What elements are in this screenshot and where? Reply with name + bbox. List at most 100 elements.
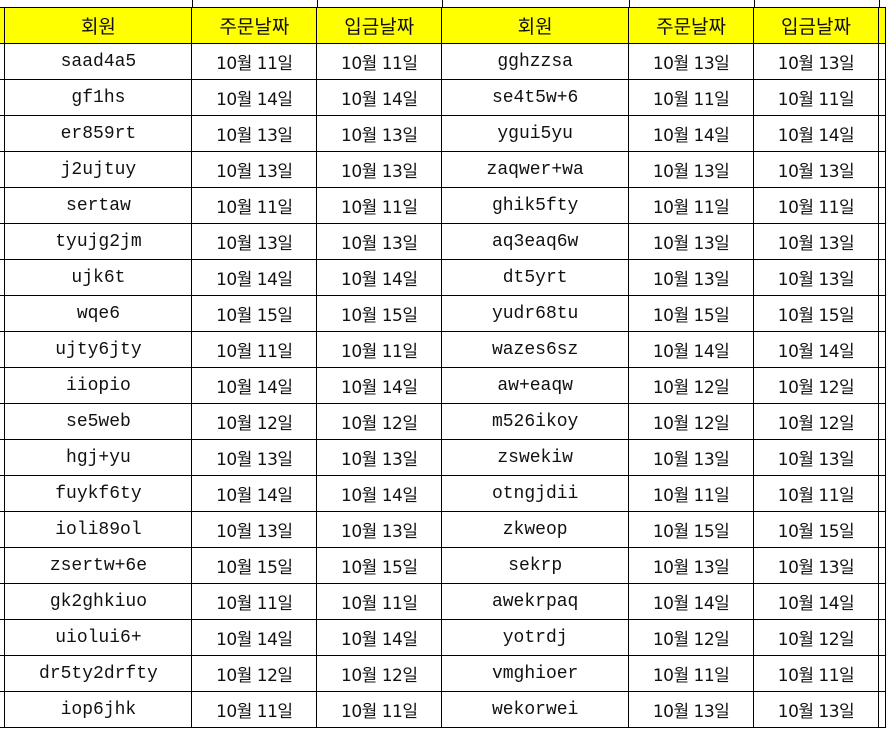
cell-edge-right[interactable] [877, 655, 886, 692]
member-cell[interactable]: saad4a5 [4, 43, 193, 80]
order-date-cell[interactable]: 10월 13일 [628, 151, 755, 188]
order-date-cell[interactable]: 10월 14일 [191, 79, 318, 116]
payment-date-cell[interactable]: 10월 14일 [753, 331, 879, 368]
payment-date-cell[interactable]: 10월 12일 [753, 367, 879, 404]
payment-date-cell[interactable]: 10월 11일 [316, 583, 443, 620]
header-payment-date-2[interactable]: 입금날짜 [753, 7, 879, 44]
payment-date-cell[interactable]: 10월 13일 [316, 223, 443, 260]
cell-edge-right[interactable] [877, 583, 886, 620]
order-date-cell[interactable]: 10월 14일 [628, 115, 755, 152]
cell-edge-right[interactable] [877, 475, 886, 512]
order-date-cell[interactable]: 10월 12일 [628, 403, 755, 440]
order-date-cell[interactable]: 10월 14일 [191, 619, 318, 656]
header-member[interactable]: 회원 [4, 7, 193, 44]
member-cell[interactable]: aw+eaqw [441, 367, 630, 404]
member-cell[interactable]: zkweop [441, 511, 630, 548]
member-cell[interactable]: vmghioer [441, 655, 630, 692]
member-cell[interactable]: iiopio [4, 367, 193, 404]
member-cell[interactable]: ghik5fty [441, 187, 630, 224]
header-payment-date[interactable]: 입금날짜 [316, 7, 443, 44]
member-cell[interactable]: dt5yrt [441, 259, 630, 296]
payment-date-cell[interactable]: 10월 13일 [753, 691, 879, 728]
order-date-cell[interactable]: 10월 15일 [191, 547, 318, 584]
order-date-cell[interactable]: 10월 13일 [191, 223, 318, 260]
cell-edge-right[interactable] [877, 79, 886, 116]
payment-date-cell[interactable]: 10월 14일 [753, 115, 879, 152]
cell-edge-right[interactable] [877, 511, 886, 548]
order-date-cell[interactable]: 10월 15일 [628, 295, 755, 332]
order-date-cell[interactable]: 10월 13일 [628, 691, 755, 728]
payment-date-cell[interactable]: 10월 13일 [753, 439, 879, 476]
order-date-cell[interactable]: 10월 13일 [628, 43, 755, 80]
payment-date-cell[interactable]: 10월 15일 [753, 511, 879, 548]
cell-edge-right[interactable] [877, 403, 886, 440]
payment-date-cell[interactable]: 10월 15일 [316, 547, 443, 584]
member-cell[interactable]: gghzzsa [441, 43, 630, 80]
order-date-cell[interactable]: 10월 13일 [191, 151, 318, 188]
payment-date-cell[interactable]: 10월 13일 [316, 439, 443, 476]
order-date-cell[interactable]: 10월 11일 [191, 691, 318, 728]
payment-date-cell[interactable]: 10월 11일 [316, 331, 443, 368]
order-date-cell[interactable]: 10월 15일 [191, 295, 318, 332]
member-cell[interactable]: aq3eaq6w [441, 223, 630, 260]
payment-date-cell[interactable]: 10월 12일 [753, 403, 879, 440]
member-cell[interactable]: tyujg2jm [4, 223, 193, 260]
payment-date-cell[interactable]: 10월 11일 [753, 655, 879, 692]
order-date-cell[interactable]: 10월 14일 [628, 583, 755, 620]
header-cell-edge-right[interactable] [877, 7, 886, 44]
member-cell[interactable]: m526ikoy [441, 403, 630, 440]
payment-date-cell[interactable]: 10월 13일 [316, 511, 443, 548]
cell-edge-right[interactable] [877, 115, 886, 152]
cell-edge-right[interactable] [877, 223, 886, 260]
member-cell[interactable]: sekrp [441, 547, 630, 584]
payment-date-cell[interactable]: 10월 14일 [316, 367, 443, 404]
payment-date-cell[interactable]: 10월 13일 [753, 43, 879, 80]
member-cell[interactable]: zaqwer+wa [441, 151, 630, 188]
member-cell[interactable]: dr5ty2drfty [4, 655, 193, 692]
payment-date-cell[interactable]: 10월 11일 [753, 187, 879, 224]
payment-date-cell[interactable]: 10월 12일 [316, 403, 443, 440]
member-cell[interactable]: se5web [4, 403, 193, 440]
member-cell[interactable]: ujty6jty [4, 331, 193, 368]
order-date-cell[interactable]: 10월 11일 [191, 43, 318, 80]
member-cell[interactable]: ygui5yu [441, 115, 630, 152]
member-cell[interactable]: yotrdj [441, 619, 630, 656]
header-member-2[interactable]: 회원 [441, 7, 630, 44]
order-date-cell[interactable]: 10월 13일 [628, 547, 755, 584]
payment-date-cell[interactable]: 10월 12일 [753, 619, 879, 656]
cell-edge-right[interactable] [877, 331, 886, 368]
order-date-cell[interactable]: 10월 11일 [628, 475, 755, 512]
order-date-cell[interactable]: 10월 14일 [628, 331, 755, 368]
order-date-cell[interactable]: 10월 13일 [628, 259, 755, 296]
payment-date-cell[interactable]: 10월 14일 [316, 475, 443, 512]
payment-date-cell[interactable]: 10월 11일 [753, 79, 879, 116]
member-cell[interactable]: uiolui6+ [4, 619, 193, 656]
member-cell[interactable]: otngjdii [441, 475, 630, 512]
member-cell[interactable]: er859rt [4, 115, 193, 152]
header-order-date[interactable]: 주문날짜 [191, 7, 318, 44]
order-date-cell[interactable]: 10월 13일 [191, 439, 318, 476]
member-cell[interactable]: gk2ghkiuo [4, 583, 193, 620]
member-cell[interactable]: zsertw+6e [4, 547, 193, 584]
order-date-cell[interactable]: 10월 11일 [628, 79, 755, 116]
payment-date-cell[interactable]: 10월 11일 [316, 43, 443, 80]
cell-edge-right[interactable] [877, 367, 886, 404]
order-date-cell[interactable]: 10월 12일 [628, 367, 755, 404]
order-date-cell[interactable]: 10월 13일 [191, 115, 318, 152]
payment-date-cell[interactable]: 10월 15일 [753, 295, 879, 332]
order-date-cell[interactable]: 10월 12일 [628, 619, 755, 656]
member-cell[interactable]: hgj+yu [4, 439, 193, 476]
order-date-cell[interactable]: 10월 11일 [628, 655, 755, 692]
cell-edge-right[interactable] [877, 547, 886, 584]
payment-date-cell[interactable]: 10월 13일 [316, 115, 443, 152]
order-date-cell[interactable]: 10월 12일 [191, 403, 318, 440]
payment-date-cell[interactable]: 10월 14일 [316, 619, 443, 656]
payment-date-cell[interactable]: 10월 12일 [316, 655, 443, 692]
payment-date-cell[interactable]: 10월 15일 [316, 295, 443, 332]
order-date-cell[interactable]: 10월 13일 [628, 439, 755, 476]
member-cell[interactable]: fuykf6ty [4, 475, 193, 512]
member-cell[interactable]: iop6jhk [4, 691, 193, 728]
cell-edge-right[interactable] [877, 295, 886, 332]
order-date-cell[interactable]: 10월 11일 [191, 583, 318, 620]
header-order-date-2[interactable]: 주문날짜 [628, 7, 755, 44]
